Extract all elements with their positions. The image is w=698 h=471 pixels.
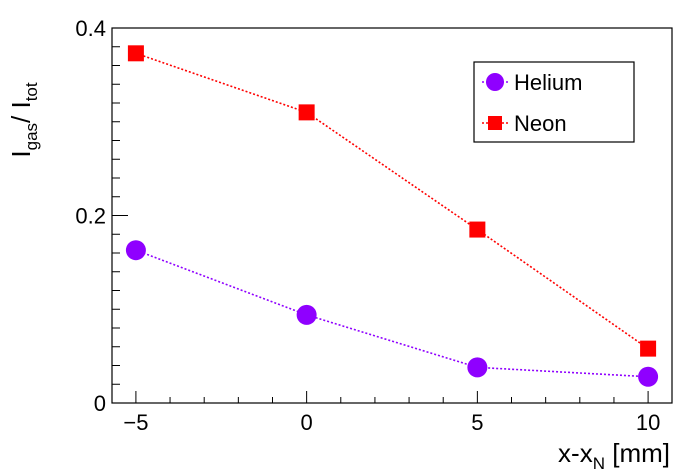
y-tick-label: 0 (94, 391, 106, 416)
y-tick-label: 0.4 (75, 16, 106, 41)
data-point-helium (125, 240, 146, 261)
legend-neon-marker (488, 116, 502, 130)
legend-neon-label: Neon (514, 111, 567, 136)
x-tick-label: 5 (471, 410, 483, 435)
axis-ticks: −5 0 5 10 0 0.2 0.4 (75, 16, 660, 435)
data-point-neon (127, 45, 144, 62)
legend: Helium Neon (473, 61, 635, 143)
series-layer (125, 45, 659, 387)
x-axis-title: x-xN [mm] (558, 438, 670, 471)
x-tick-label: 0 (301, 410, 313, 435)
data-point-helium (296, 304, 317, 325)
data-point-helium (638, 366, 659, 387)
series-line-neon (135, 52, 649, 350)
data-point-neon (640, 340, 657, 357)
y-tick-label: 0.2 (75, 204, 106, 229)
y-axis-title: Igas/ Itot (6, 82, 41, 158)
data-point-neon (469, 221, 486, 238)
x-tick-label: −5 (123, 410, 148, 435)
data-point-helium (467, 357, 488, 378)
data-point-neon (298, 104, 315, 121)
x-tick-label: 10 (636, 410, 660, 435)
legend-helium-label: Helium (514, 70, 582, 95)
legend-helium-marker (486, 73, 504, 91)
series-line-helium (135, 249, 649, 378)
